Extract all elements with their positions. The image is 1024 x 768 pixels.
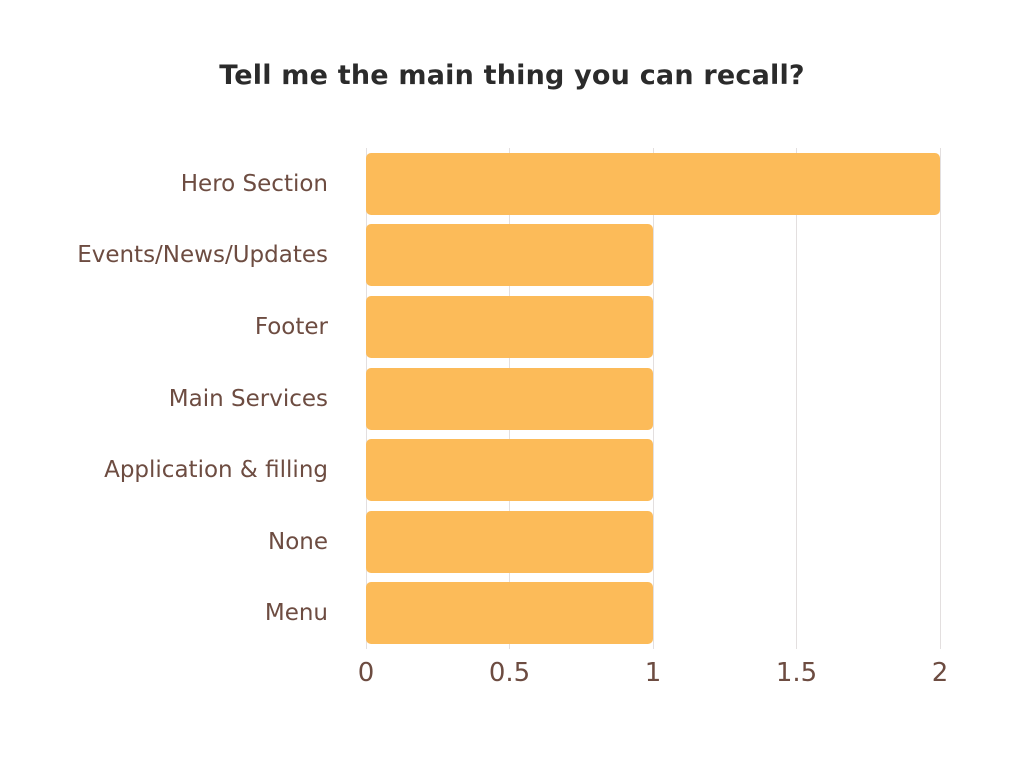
gridline [939,148,941,649]
category-label: Events/News/Updates [77,242,328,269]
gridline [652,148,654,649]
category-label: Application & filling [104,457,328,484]
x-tick-label: 1.5 [775,658,818,688]
bar [366,224,653,287]
bar-row [366,506,940,578]
x-tick-label: 1 [644,658,662,688]
chart-title: Tell me the main thing you can recall? [219,60,805,91]
bar-row [366,363,940,435]
plot-area [365,148,941,649]
x-axis: 0 0.5 1 1.5 2 [358,658,949,698]
category-axis: Hero Section Events/News/Updates Footer Mai… [0,148,348,649]
bar [366,439,653,502]
bar [366,295,653,358]
bar [366,510,653,573]
bar-row [366,220,940,292]
bar [366,367,653,430]
category-label: Footer [254,313,328,340]
bar-row [366,291,940,363]
category-label: Main Services [168,385,328,412]
x-tick-label: 0 [357,658,375,688]
bars-layer [366,148,940,649]
x-tick-label: 2 [931,658,949,688]
category-label: None [267,528,328,555]
bar-row [366,434,940,506]
gridline [796,148,797,649]
bar [366,582,653,645]
bar-row [366,148,940,220]
category-label: Hero Section [180,170,328,197]
category-label: Menu [264,600,328,627]
bar-row [366,577,940,649]
x-tick-label: 0.5 [488,658,531,688]
bar [366,152,940,215]
